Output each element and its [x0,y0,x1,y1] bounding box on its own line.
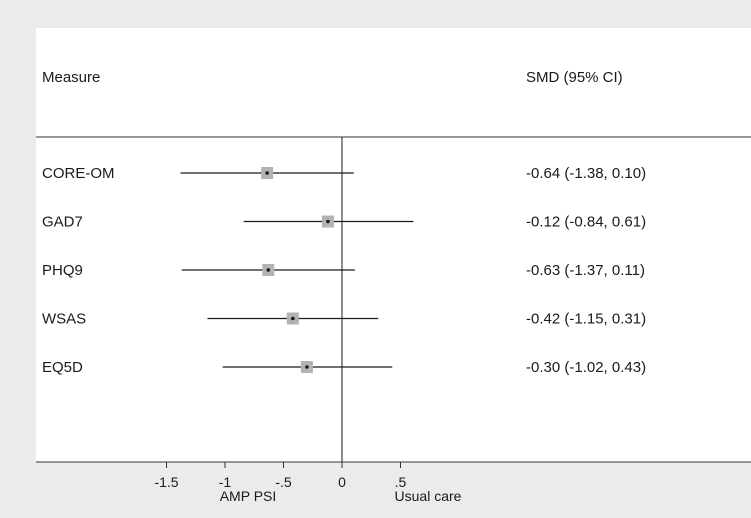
estimate-point [291,316,295,321]
favours-left-label: AMP PSI [220,488,277,504]
estimate-point [305,365,309,369]
row-label: CORE-OM [42,165,115,182]
estimate-point [265,171,269,175]
x-tick-label: -1 [219,474,232,490]
row-ci-text: -0.42 (-1.15, 0.31) [526,311,646,328]
row-ci-text: -0.64 (-1.38, 0.10) [526,165,646,182]
plot-panel [36,28,751,462]
row-label: WSAS [42,311,86,328]
estimate-point [326,219,330,224]
x-tick-label: 0 [338,474,346,490]
row-label: GAD7 [42,214,83,231]
row-label: EQ5D [42,359,83,376]
x-tick-label: .5 [395,474,407,490]
row-ci-text: -0.30 (-1.02, 0.43) [526,359,646,376]
header-measure: Measure [42,69,100,86]
x-tick-label: -1.5 [154,474,178,490]
x-tick-label: -.5 [275,474,292,490]
estimate-point [266,268,271,272]
favours-right-label: Usual care [395,488,462,504]
header-estimate: SMD (95% CI) [526,69,623,86]
row-ci-text: -0.12 (-0.84, 0.61) [526,214,646,231]
row-label: PHQ9 [42,262,83,279]
row-ci-text: -0.63 (-1.37, 0.11) [526,262,645,279]
